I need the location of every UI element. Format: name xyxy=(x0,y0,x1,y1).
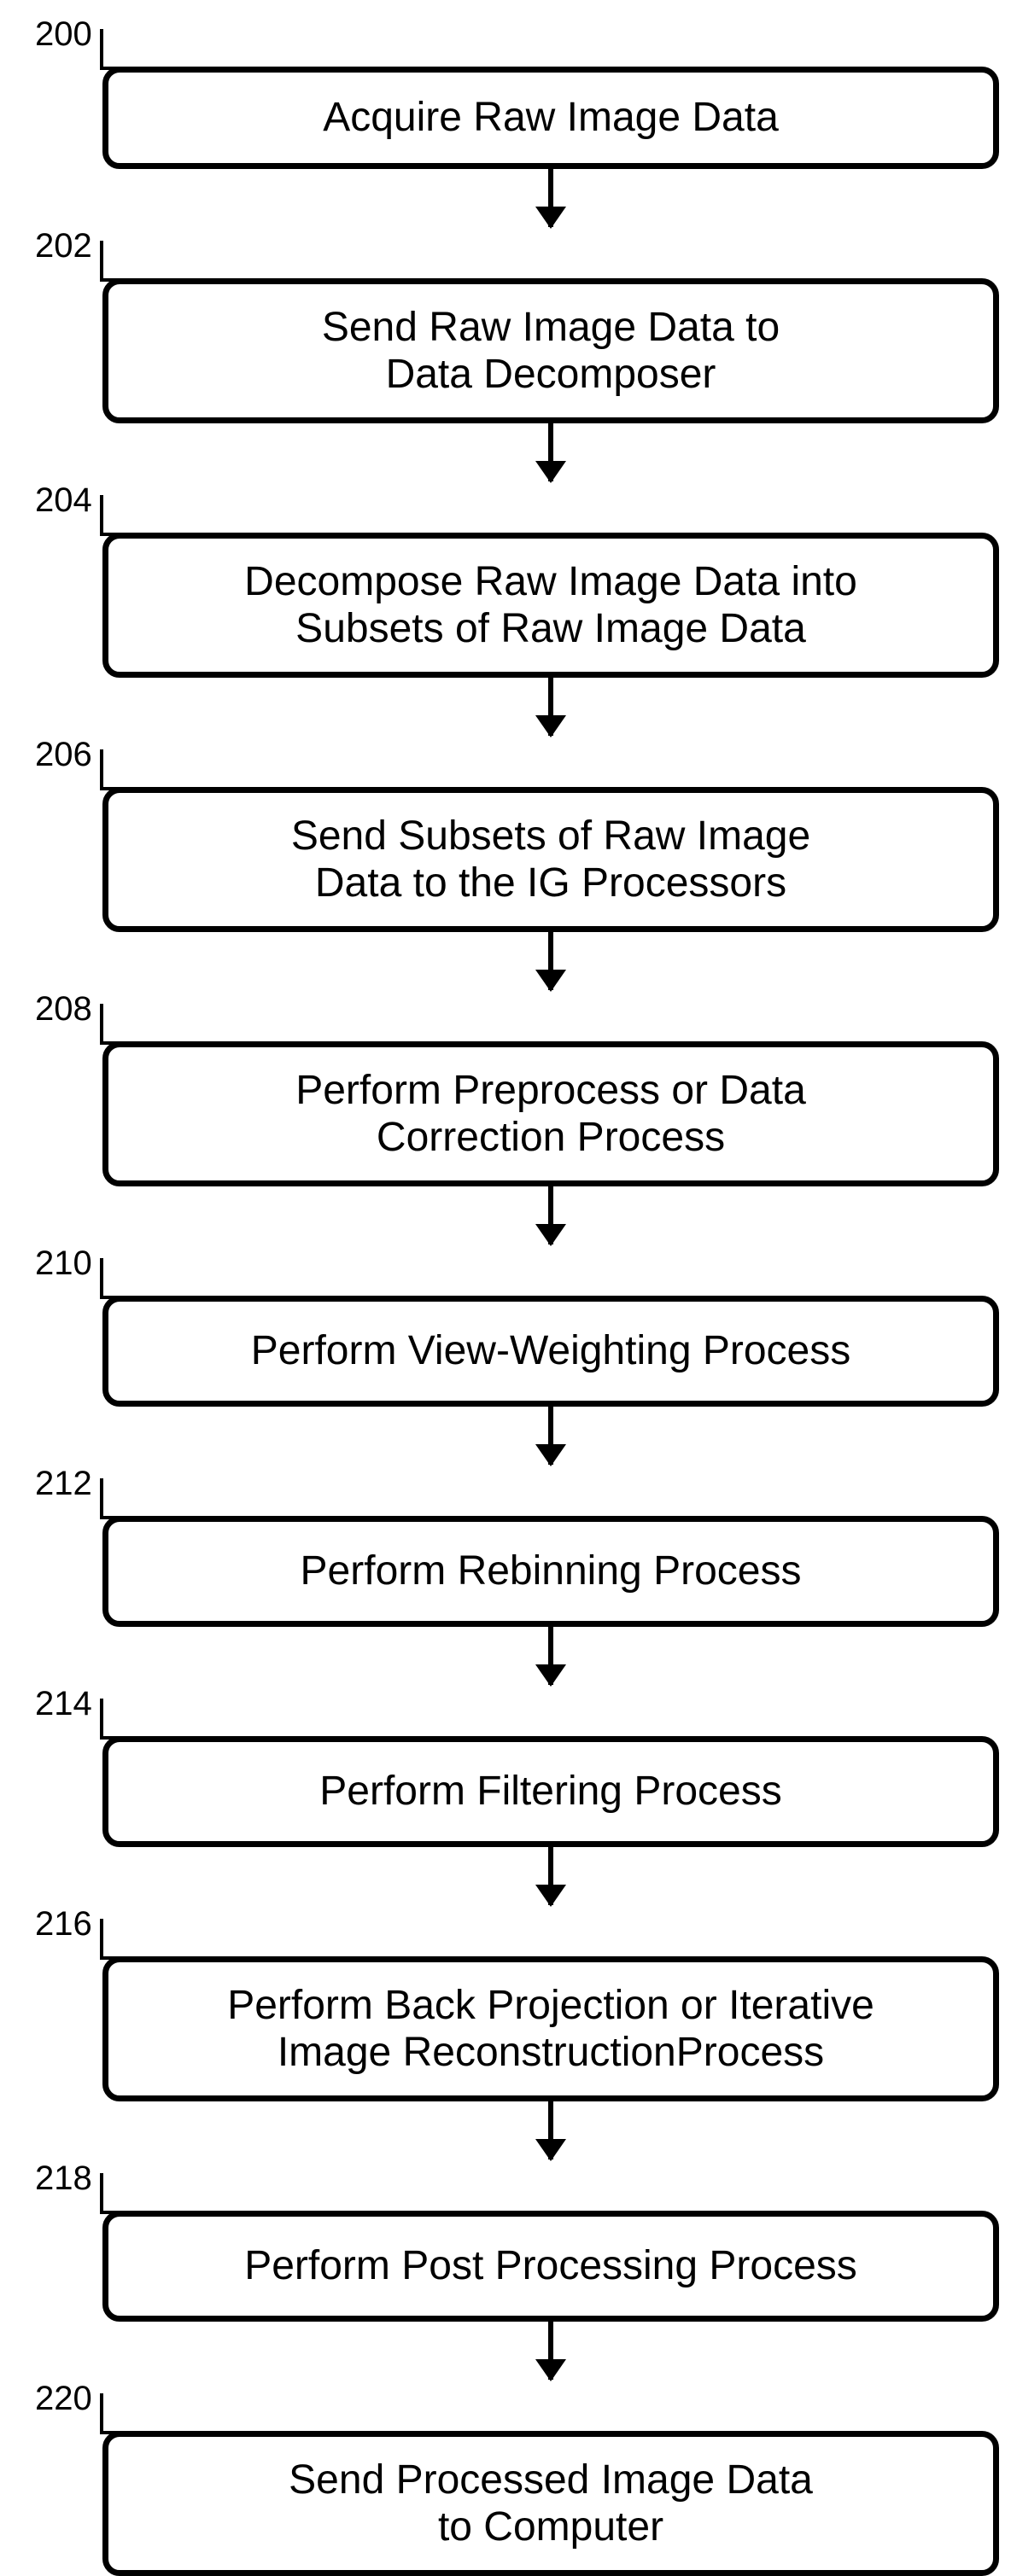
step-text-204: Decompose Raw Image Data intoSubsets of … xyxy=(244,558,857,652)
step-box-200: Acquire Raw Image Data xyxy=(102,67,999,169)
step-ref-tick-206 xyxy=(100,749,120,790)
step-ref-208: 208 xyxy=(35,992,92,1026)
step-text-220: Send Processed Image Datato Computer xyxy=(289,2457,813,2550)
step-text-line: Image ReconstructionProcess xyxy=(278,2030,824,2075)
step-text-210: Perform View-Weighting Process xyxy=(251,1327,851,1374)
flow-step-214: 214 Perform Filtering Process xyxy=(0,1687,1011,1907)
flow-arrow-202 xyxy=(548,423,553,481)
step-box-202: Send Raw Image Data toData Decomposer xyxy=(102,278,999,423)
step-ref-220: 220 xyxy=(35,2381,92,2416)
flow-arrow-218 xyxy=(548,2322,553,2380)
step-ref-tick-220 xyxy=(100,2393,120,2434)
flow-arrow-206 xyxy=(548,932,553,990)
step-ref-206: 206 xyxy=(35,737,92,772)
flow-step-216: 216 Perform Back Projection or IterativeI… xyxy=(0,1907,1011,2161)
step-ref-212: 212 xyxy=(35,1466,92,1501)
flow-step-208: 208 Perform Preprocess or DataCorrection … xyxy=(0,992,1011,1246)
flow-step-202: 202 Send Raw Image Data toData Decomposer xyxy=(0,229,1011,483)
step-box-216: Perform Back Projection or IterativeImag… xyxy=(102,1956,999,2101)
step-ref-202: 202 xyxy=(35,229,92,263)
step-text-202: Send Raw Image Data toData Decomposer xyxy=(322,304,780,398)
flow-step-220: 220 Send Processed Image Datato Computer xyxy=(0,2381,1011,2576)
flow-step-200: 200 Acquire Raw Image Data xyxy=(0,17,1011,229)
step-ref-tick-210 xyxy=(100,1258,120,1299)
step-text-216: Perform Back Projection or IterativeImag… xyxy=(227,1982,874,2076)
flow-arrow-216 xyxy=(548,2101,553,2159)
step-text-line: Perform Filtering Process xyxy=(319,1769,781,1814)
step-ref-204: 204 xyxy=(35,483,92,517)
flow-arrow-210 xyxy=(548,1407,553,1465)
flowchart-container: 200 Acquire Raw Image Data 202 Send Raw Ima… xyxy=(0,0,1011,2576)
flow-step-210: 210 Perform View-Weighting Process xyxy=(0,1246,1011,1466)
step-ref-tick-200 xyxy=(100,29,120,70)
step-text-line: Send Raw Image Data to xyxy=(322,305,780,350)
step-box-220: Send Processed Image Datato Computer xyxy=(102,2431,999,2576)
flow-arrow-204 xyxy=(548,678,553,736)
step-ref-tick-202 xyxy=(100,241,120,282)
step-text-line: Data to the IG Processors xyxy=(315,860,786,906)
step-text-line: Subsets of Raw Image Data xyxy=(295,606,806,651)
flow-arrow-208 xyxy=(548,1186,553,1244)
step-text-line: Perform Post Processing Process xyxy=(244,2243,857,2288)
step-ref-210: 210 xyxy=(35,1246,92,1280)
step-ref-tick-216 xyxy=(100,1919,120,1960)
step-ref-tick-204 xyxy=(100,495,120,536)
step-text-line: Send Subsets of Raw Image xyxy=(291,813,810,859)
step-text-line: Correction Process xyxy=(377,1115,725,1160)
step-ref-214: 214 xyxy=(35,1687,92,1721)
flow-step-212: 212 Perform Rebinning Process xyxy=(0,1466,1011,1687)
flow-arrow-214 xyxy=(548,1847,553,1905)
step-ref-tick-212 xyxy=(100,1478,120,1519)
step-text-line: Perform Rebinning Process xyxy=(301,1548,802,1594)
step-text-line: Send Processed Image Data xyxy=(289,2457,813,2503)
step-text-214: Perform Filtering Process xyxy=(319,1768,781,1815)
step-text-line: Decompose Raw Image Data into xyxy=(244,559,857,604)
step-text-line: Acquire Raw Image Data xyxy=(323,95,779,140)
step-ref-tick-218 xyxy=(100,2173,120,2214)
step-ref-tick-214 xyxy=(100,1699,120,1740)
step-box-210: Perform View-Weighting Process xyxy=(102,1296,999,1407)
flow-arrow-200 xyxy=(548,169,553,227)
step-text-line: to Computer xyxy=(438,2504,663,2550)
step-box-204: Decompose Raw Image Data intoSubsets of … xyxy=(102,533,999,678)
step-box-212: Perform Rebinning Process xyxy=(102,1516,999,1627)
flow-step-204: 204 Decompose Raw Image Data intoSubsets … xyxy=(0,483,1011,737)
step-box-218: Perform Post Processing Process xyxy=(102,2211,999,2322)
step-text-line: Perform Back Projection or Iterative xyxy=(227,1983,874,2028)
step-text-218: Perform Post Processing Process xyxy=(244,2242,857,2289)
step-box-214: Perform Filtering Process xyxy=(102,1736,999,1847)
step-box-206: Send Subsets of Raw ImageData to the IG … xyxy=(102,787,999,932)
step-text-206: Send Subsets of Raw ImageData to the IG … xyxy=(291,813,810,906)
step-text-200: Acquire Raw Image Data xyxy=(323,94,779,141)
step-box-208: Perform Preprocess or DataCorrection Pro… xyxy=(102,1041,999,1186)
step-text-line: Perform Preprocess or Data xyxy=(295,1068,806,1113)
step-ref-tick-208 xyxy=(100,1004,120,1045)
step-text-line: Perform View-Weighting Process xyxy=(251,1328,851,1373)
step-text-208: Perform Preprocess or DataCorrection Pro… xyxy=(295,1067,806,1161)
step-text-line: Data Decomposer xyxy=(386,352,716,397)
step-ref-218: 218 xyxy=(35,2161,92,2195)
step-ref-216: 216 xyxy=(35,1907,92,1941)
step-text-212: Perform Rebinning Process xyxy=(301,1547,802,1594)
flow-step-218: 218 Perform Post Processing Process xyxy=(0,2161,1011,2381)
flow-arrow-212 xyxy=(548,1627,553,1685)
step-ref-200: 200 xyxy=(35,17,92,51)
flow-step-206: 206 Send Subsets of Raw ImageData to the … xyxy=(0,737,1011,992)
